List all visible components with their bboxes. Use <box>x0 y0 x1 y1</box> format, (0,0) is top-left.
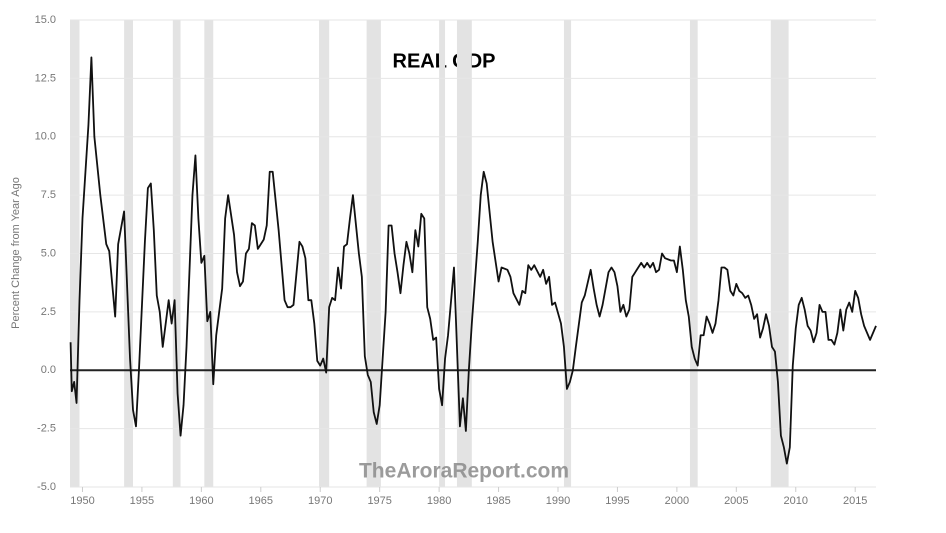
x-tick-label: 1975 <box>367 495 391 507</box>
x-tick-label: 1970 <box>308 495 332 507</box>
x-tick-label: 1955 <box>130 495 154 507</box>
y-tick-label: 10.0 <box>35 131 56 143</box>
y-tick-label: 0.0 <box>41 364 56 376</box>
y-tick-label: 15.0 <box>35 14 56 26</box>
y-tick-label: -5.0 <box>37 481 56 493</box>
x-tick-label: 1995 <box>605 495 629 507</box>
x-tick-label: 2005 <box>724 495 748 507</box>
x-tick-label: 1990 <box>546 495 570 507</box>
y-tick-label: -2.5 <box>37 423 56 435</box>
watermark: TheAroraReport.com <box>359 460 569 483</box>
x-tick-label: 1950 <box>70 495 94 507</box>
y-axis-label: Percent Change from Year Ago <box>10 177 22 329</box>
y-tick-label: 7.5 <box>41 189 56 201</box>
x-tick-label: 1985 <box>486 495 510 507</box>
y-tick-label: 12.5 <box>35 72 56 84</box>
gdp-line <box>69 56 877 465</box>
y-tick-label: 5.0 <box>41 247 56 259</box>
x-tick-label: 1960 <box>189 495 213 507</box>
x-tick-label: 2010 <box>784 495 808 507</box>
x-tick-label: 1965 <box>249 495 273 507</box>
y-tick-label: 2.5 <box>41 306 56 318</box>
x-tick-label: 2015 <box>843 495 867 507</box>
x-tick-label: 1980 <box>427 495 451 507</box>
x-tick-label: 2000 <box>665 495 689 507</box>
